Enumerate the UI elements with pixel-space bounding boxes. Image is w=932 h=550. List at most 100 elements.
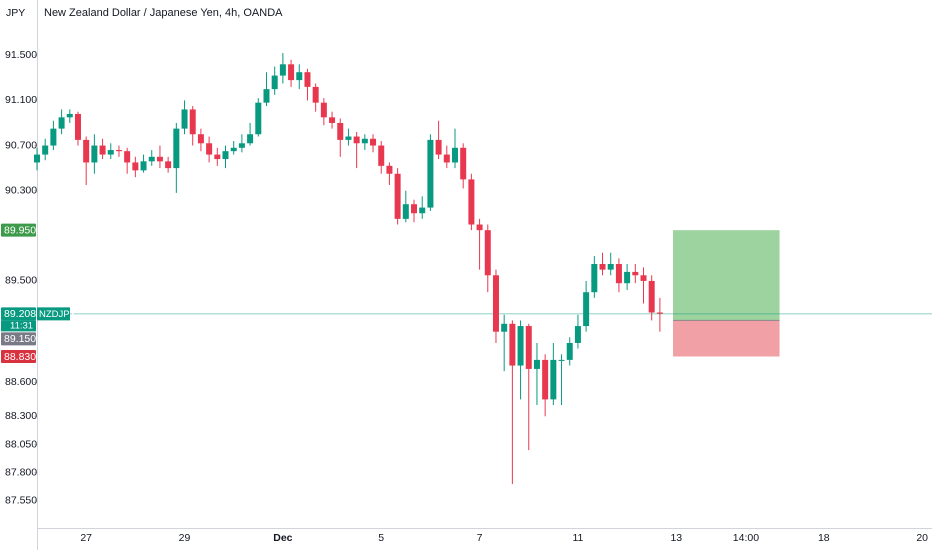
x-tick-label: 11 xyxy=(572,532,583,544)
y-tick-label: 88.300 xyxy=(5,410,37,422)
candle-body xyxy=(550,359,557,400)
candle-body xyxy=(501,323,508,332)
y-tick-label: 90.700 xyxy=(5,139,37,151)
candle-body xyxy=(42,145,49,155)
candle-body xyxy=(156,156,163,162)
y-tick-label: 90.300 xyxy=(5,184,37,196)
y-tick-label: 87.800 xyxy=(5,466,37,478)
candle-body xyxy=(197,134,204,144)
target-badge xyxy=(1,223,36,237)
candle-body xyxy=(222,151,229,160)
loss-zone xyxy=(673,320,780,357)
candle-body xyxy=(353,136,360,144)
candle-body xyxy=(435,139,442,155)
candle-body xyxy=(140,161,147,171)
candle-body xyxy=(173,128,180,169)
x-tick-label: Dec xyxy=(273,532,292,544)
candle-body xyxy=(558,359,565,361)
candle-body xyxy=(165,161,172,169)
x-tick-label: 14:00 xyxy=(733,532,759,544)
candle-body xyxy=(361,138,368,144)
x-tick-label: 5 xyxy=(378,532,384,544)
candle-body xyxy=(214,154,221,160)
stop-badge xyxy=(1,350,36,364)
candle-body xyxy=(230,147,237,152)
x-tick-label: 18 xyxy=(818,532,830,544)
candle-body xyxy=(509,323,516,366)
candle-body xyxy=(419,207,426,214)
candle-body xyxy=(599,264,606,270)
candle-body xyxy=(34,154,40,163)
candle-body xyxy=(427,139,434,208)
y-tick-label: 91.500 xyxy=(5,49,37,61)
candle-body xyxy=(99,145,106,155)
candle-body xyxy=(66,113,73,118)
candle-body xyxy=(632,271,639,276)
x-tick-label: 20 xyxy=(916,532,928,544)
candle-body xyxy=(337,122,344,140)
profit-zone xyxy=(673,230,780,321)
candle-body xyxy=(238,143,245,148)
candle-body xyxy=(615,264,622,284)
candle-body xyxy=(312,86,319,103)
currency-label: JPY xyxy=(6,7,25,19)
entry-badge xyxy=(1,332,36,346)
stop-badge-label: 88.830 xyxy=(4,351,36,363)
candle-body xyxy=(640,275,647,281)
x-tick-label: 27 xyxy=(80,532,92,544)
candle-body xyxy=(566,342,573,360)
y-tick-label: 91.100 xyxy=(5,94,37,106)
x-tick-label: 7 xyxy=(477,532,483,544)
candle-body xyxy=(189,109,196,135)
candle-body xyxy=(517,326,524,366)
candle-body xyxy=(58,117,65,129)
candle-body xyxy=(492,275,499,332)
candle-body xyxy=(263,89,270,103)
candle-body xyxy=(50,128,57,146)
candle-body xyxy=(304,72,311,87)
candle-body xyxy=(583,292,590,327)
y-tick-label: 87.550 xyxy=(5,495,37,507)
candle-body xyxy=(476,224,483,231)
candle-body xyxy=(206,143,213,155)
candle-body xyxy=(648,280,655,313)
candle-body xyxy=(132,162,139,171)
candle-body xyxy=(148,156,155,162)
candle-body xyxy=(542,359,549,400)
candle-body xyxy=(107,150,114,155)
candle-body xyxy=(624,271,631,284)
y-tick-label: 88.050 xyxy=(5,438,37,450)
candle-body xyxy=(181,109,188,129)
candle-body xyxy=(279,64,286,76)
target-badge-label: 89.950 xyxy=(4,224,36,236)
candle-body xyxy=(451,147,458,163)
x-tick-label: 29 xyxy=(179,532,191,544)
candle-body xyxy=(402,204,409,219)
candle-body xyxy=(656,312,663,314)
candle-body xyxy=(124,151,131,163)
candle-body xyxy=(320,102,327,118)
last-price-badge xyxy=(1,307,36,321)
candle-body xyxy=(83,139,90,163)
x-tick-label: 13 xyxy=(670,532,682,544)
entry-badge-label: 89.150 xyxy=(4,333,36,345)
candle-body xyxy=(484,230,491,276)
candle-body xyxy=(443,154,450,163)
candle-body xyxy=(296,72,303,81)
y-tick-label: 89.500 xyxy=(5,275,37,287)
last-price-badge-label: 89.208 xyxy=(4,308,36,320)
candle-body xyxy=(345,136,352,140)
candle-body xyxy=(394,173,401,219)
candle-body xyxy=(115,150,122,152)
countdown-badge xyxy=(1,320,36,332)
candle-body xyxy=(525,326,532,369)
countdown-label: 11:31 xyxy=(10,320,33,331)
candle-body xyxy=(591,264,598,293)
candle-body xyxy=(370,138,377,146)
candle-body xyxy=(378,145,385,166)
y-tick-label: 88.600 xyxy=(5,376,37,388)
candle-body xyxy=(271,75,278,90)
candle-body xyxy=(74,113,81,140)
candle-body xyxy=(468,179,475,225)
